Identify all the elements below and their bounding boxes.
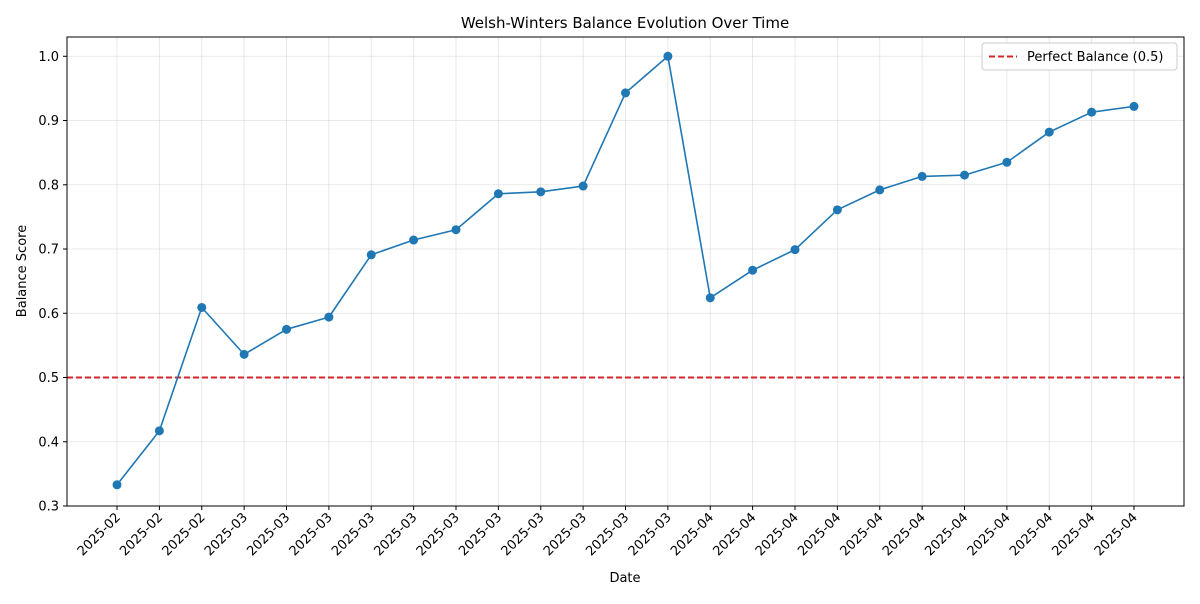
legend-label-reference-line: Perfect Balance (0.5) — [1027, 50, 1163, 65]
y-tick-label: 0.5 — [38, 371, 59, 386]
data-point — [960, 170, 969, 180]
chart-title: Welsh-Winters Balance Evolution Over Tim… — [461, 14, 789, 32]
data-point — [409, 235, 419, 245]
data-point — [917, 171, 927, 181]
x-axis-label: Date — [609, 571, 640, 586]
data-series — [112, 51, 1139, 490]
y-tick-label: 0.6 — [38, 307, 59, 322]
y-tick-label: 0.8 — [38, 178, 59, 193]
data-point — [1044, 127, 1054, 137]
data-point — [366, 250, 376, 260]
data-point — [1002, 157, 1012, 167]
grid-lines — [67, 37, 1184, 507]
data-point — [197, 302, 207, 312]
data-point — [493, 189, 503, 199]
data-point — [621, 88, 630, 98]
data-point — [112, 480, 122, 490]
data-point — [451, 225, 461, 235]
y-tick-label: 1.0 — [38, 50, 59, 65]
y-tick-label: 0.9 — [38, 114, 59, 129]
data-point — [154, 426, 164, 436]
data-point — [1087, 107, 1097, 117]
y-tick-label: 0.4 — [38, 435, 59, 450]
data-point — [748, 265, 758, 275]
y-tick-label: 0.3 — [38, 500, 59, 515]
data-point — [578, 181, 588, 191]
data-point — [282, 324, 291, 334]
y-axis-ticks: 0.3 0.4 0.5 0.6 0.7 0.8 0.9 1.0 — [38, 50, 67, 515]
data-point — [324, 312, 334, 322]
data-point — [663, 51, 673, 61]
data-point — [832, 205, 842, 215]
data-point — [1129, 101, 1139, 111]
y-tick-label: 0.7 — [38, 243, 59, 258]
legend: Perfect Balance (0.5) — [981, 42, 1178, 71]
data-point — [875, 185, 885, 195]
data-point — [239, 349, 249, 359]
legend-box — [981, 42, 1178, 71]
data-point — [705, 293, 715, 303]
data-point — [536, 187, 546, 197]
data-point — [790, 245, 800, 255]
y-axis-label: Balance Score — [15, 225, 30, 317]
